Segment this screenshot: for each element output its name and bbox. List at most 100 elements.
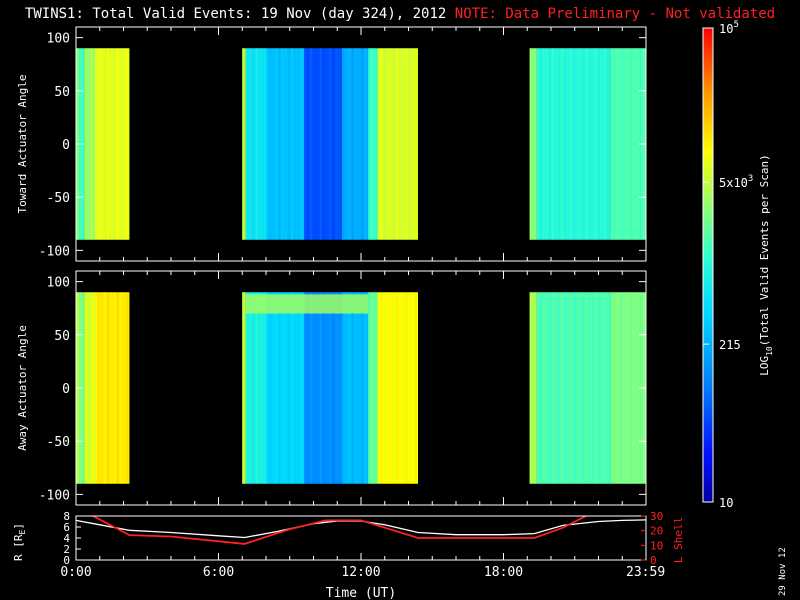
toward-stripe-12-18 xyxy=(591,48,594,240)
away-ytick-label-2: 0 xyxy=(62,382,70,397)
away-stripe-7-3 xyxy=(313,292,316,484)
toward-stripe-12-15 xyxy=(582,48,585,240)
away-stripe-8-0 xyxy=(342,292,344,484)
away-band xyxy=(245,294,369,314)
eph-ytick-right-label-3: 0 xyxy=(650,554,657,567)
x-tick-label-3: 18:00 xyxy=(484,565,523,580)
toward-stripe-7-7 xyxy=(326,48,328,240)
toward-ytick-label-3: -50 xyxy=(47,191,70,206)
away-stripe-13-4 xyxy=(623,292,625,484)
toward-stripe-12-9 xyxy=(564,48,566,240)
toward-stripe-9-2 xyxy=(374,48,377,240)
toward-stripe-6-3 xyxy=(275,48,278,240)
away-stripe-6-4 xyxy=(278,292,281,484)
away-stripe-12-23 xyxy=(607,292,609,484)
toward-stripe-7-9 xyxy=(332,48,335,240)
away-stripe-5-0 xyxy=(245,292,248,484)
toward-stripe-10-6 xyxy=(396,48,398,240)
away-stripe-12-0 xyxy=(536,292,539,484)
away-stripe-11-0 xyxy=(529,292,532,484)
ephemeris-right-ylabel: L Shell xyxy=(672,517,685,563)
away-stripe-8-3 xyxy=(351,292,354,484)
toward-stripe-7-6 xyxy=(323,48,325,240)
away-stripe-10-2 xyxy=(383,292,386,484)
away-stripe-5-1 xyxy=(249,292,251,484)
toward-stripe-12-17 xyxy=(588,48,591,240)
toward-stripe-12-22 xyxy=(604,48,606,240)
away-stripe-13-3 xyxy=(620,292,622,484)
toward-stripe-6-9 xyxy=(294,48,297,240)
toward-stripe-3-8 xyxy=(120,48,122,240)
away-stripe-5-5 xyxy=(262,292,265,484)
away-stripe-12-1 xyxy=(539,292,542,484)
away-stripe-6-10 xyxy=(297,292,300,484)
toward-stripe-10-0 xyxy=(377,48,380,240)
away-stripe-7-8 xyxy=(329,292,331,484)
away-stripe-8-5 xyxy=(358,292,360,484)
x-tick-label-1: 6:00 xyxy=(203,565,234,580)
toward-stripe-12-8 xyxy=(561,48,563,240)
series-l-shell xyxy=(91,516,589,545)
away-stripe-10-4 xyxy=(390,292,392,484)
toward-stripe-10-10 xyxy=(408,48,411,240)
toward-stripe-10-2 xyxy=(383,48,386,240)
toward-stripe-12-11 xyxy=(570,48,573,240)
title-note: NOTE: Data Preliminary - Not validated xyxy=(454,6,776,22)
toward-stripe-6-5 xyxy=(281,48,284,240)
toward-stripe-12-5 xyxy=(552,48,554,240)
away-stripe-3-10 xyxy=(126,292,128,484)
toward-ytick-label-0: 100 xyxy=(47,32,70,47)
away-stripe-10-3 xyxy=(386,292,389,484)
toward-stripe-8-1 xyxy=(345,48,347,240)
away-stripe-10-9 xyxy=(405,292,408,484)
away-stripe-6-6 xyxy=(285,292,287,484)
away-stripe-7-5 xyxy=(319,292,322,484)
away-stripe-13-0 xyxy=(610,292,612,484)
toward-stripe-12-16 xyxy=(585,48,588,240)
toward-stripe-12-14 xyxy=(579,48,582,240)
toward-stripe-12-19 xyxy=(595,48,597,240)
toward-stripe-8-3 xyxy=(351,48,354,240)
toward-stripe-12-12 xyxy=(573,48,576,240)
away-stripe-8-1 xyxy=(345,292,347,484)
toward-stripe-6-8 xyxy=(291,48,293,240)
toward-stripe-10-3 xyxy=(386,48,389,240)
away-stripe-12-9 xyxy=(564,292,566,484)
away-stripe-7-4 xyxy=(316,292,319,484)
eph-ytick-left-label-3: 2 xyxy=(63,543,70,556)
away-stripe-13-8 xyxy=(636,292,638,484)
toward-stripe-12-3 xyxy=(545,48,548,240)
toward-stripe-13-0 xyxy=(610,48,612,240)
colorbar-tick-label-2: 215 xyxy=(719,338,741,352)
away-stripe-2-2 xyxy=(91,292,94,484)
away-stripe-13-1 xyxy=(613,292,616,484)
colorbar: 105 5x103 215 10 LOG10(Total Valid Events p… xyxy=(702,20,774,510)
colorbar-label: LOG10(Total Valid Events per Scan) xyxy=(758,154,774,376)
away-stripe-10-8 xyxy=(402,292,405,484)
away-stripe-7-6 xyxy=(323,292,325,484)
colorbar-tick-label-3: 10 xyxy=(719,496,733,510)
away-stripe-8-4 xyxy=(355,292,357,484)
away-stripe-10-12 xyxy=(414,292,417,484)
away-stripe-7-2 xyxy=(310,292,312,484)
away-stripe-5-4 xyxy=(259,292,261,484)
toward-stripe-6-11 xyxy=(300,48,303,240)
away-stripe-6-11 xyxy=(300,292,303,484)
eph-ytick-right-label-0: 30 xyxy=(650,510,663,523)
date-stamp: 29 Nov 12 xyxy=(778,547,788,596)
toward-stripe-7-10 xyxy=(335,48,338,240)
away-stripe-3-6 xyxy=(113,292,116,484)
away-stripe-7-10 xyxy=(335,292,338,484)
away-stripe-10-7 xyxy=(399,292,401,484)
toward-stripe-13-4 xyxy=(623,48,625,240)
eph-ytick-left-label-4: 0 xyxy=(63,554,70,567)
away-stripe-6-2 xyxy=(272,292,274,484)
eph-ytick-right-label-2: 10 xyxy=(650,539,663,552)
toward-stripe-9-0 xyxy=(368,48,370,240)
toward-stripe-3-10 xyxy=(126,48,128,240)
away-stripe-9-2 xyxy=(374,292,377,484)
toward-stripe-10-8 xyxy=(402,48,405,240)
toward-stripe-7-8 xyxy=(329,48,331,240)
toward-stripe-10-4 xyxy=(390,48,392,240)
away-stripe-6-5 xyxy=(281,292,284,484)
